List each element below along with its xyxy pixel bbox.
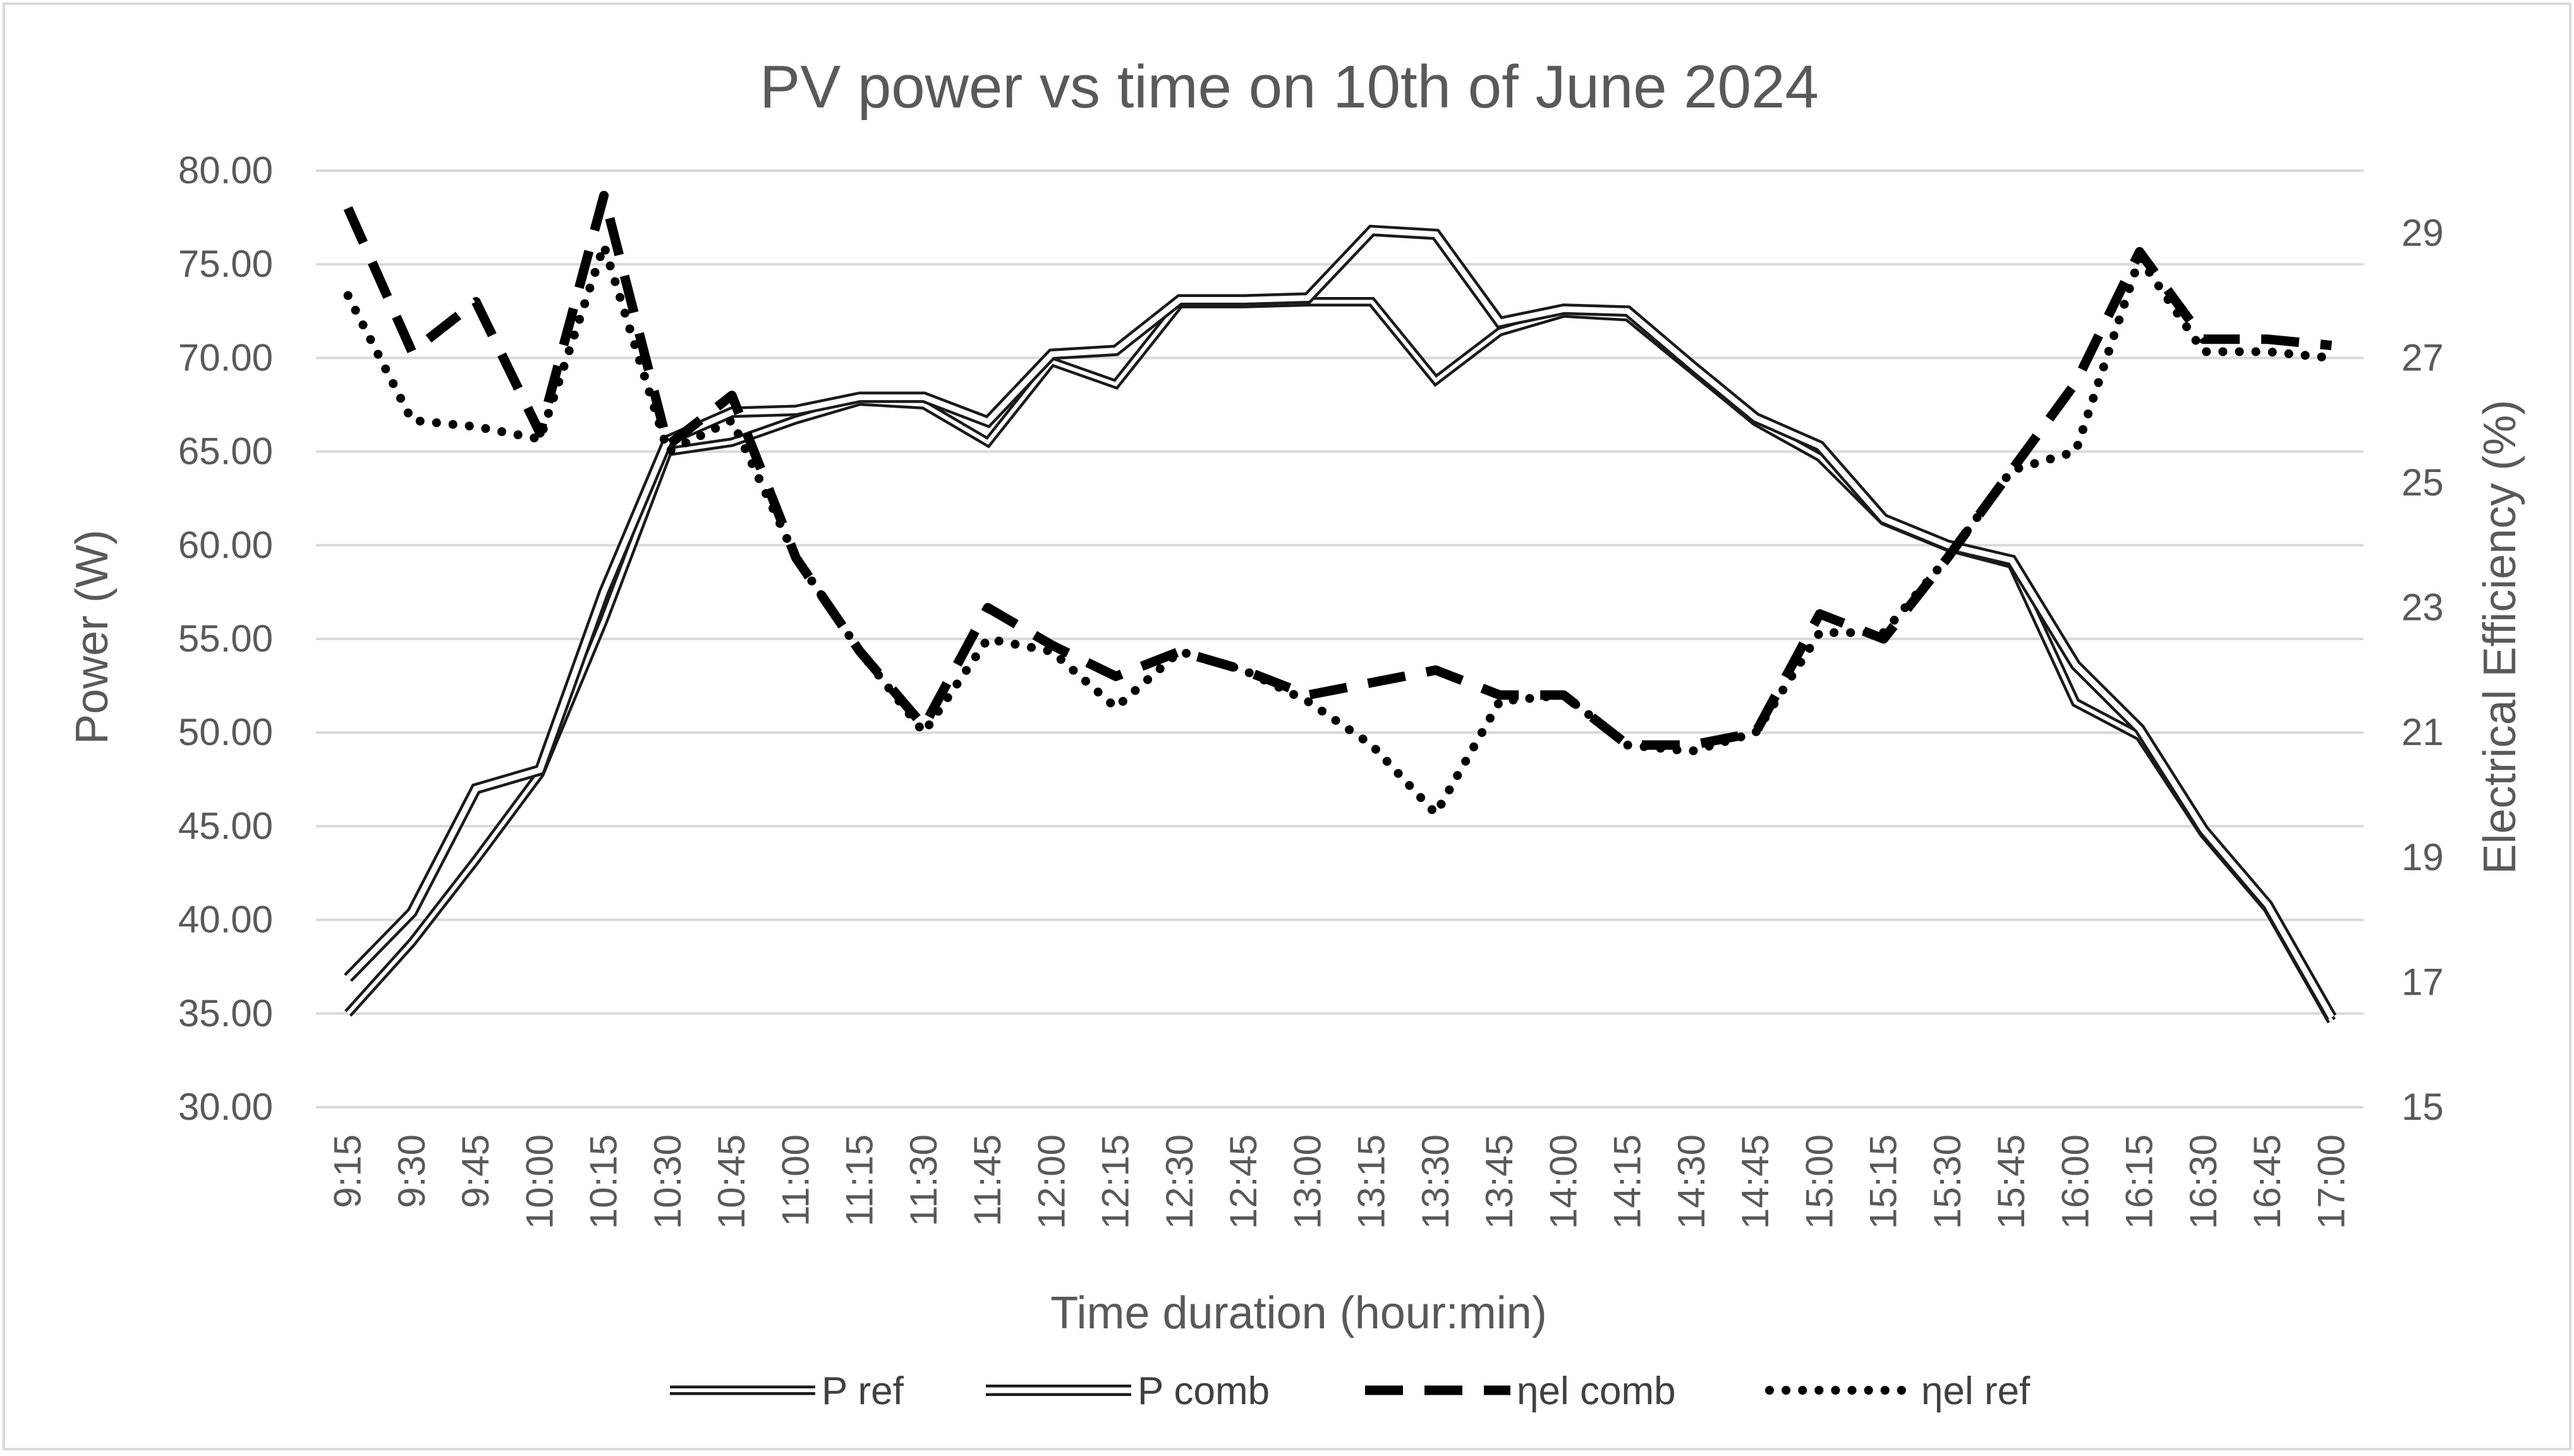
x-tick-label: 15:30: [1926, 1134, 1969, 1229]
x-tick-label: 9:45: [454, 1134, 497, 1208]
x-tick-label: 12:30: [1158, 1134, 1201, 1229]
x-tick-label: 13:30: [1414, 1134, 1457, 1229]
x-tick-label: 12:45: [1222, 1134, 1265, 1229]
chart-border: [4, 4, 2570, 1449]
x-tick-label: 10:00: [518, 1134, 561, 1229]
y2-tick-label: 27: [2401, 336, 2444, 379]
x-tick-label: 13:45: [1478, 1134, 1521, 1229]
x-tick-label: 13:15: [1351, 1134, 1393, 1229]
x-tick-label: 10:45: [710, 1134, 753, 1229]
y-tick-label: 65.00: [178, 430, 273, 473]
y-tick-label: 30.00: [178, 1086, 273, 1128]
x-tick-label: 12:15: [1095, 1134, 1137, 1229]
x-tick-label: 9:15: [327, 1134, 369, 1208]
y-tick-label: 45.00: [178, 804, 273, 847]
x-tick-label: 10:30: [647, 1134, 689, 1229]
x-tick-label: 14:00: [1542, 1134, 1584, 1229]
x-tick-label: 16:00: [2054, 1134, 2096, 1229]
y-tick-label: 75.00: [178, 243, 273, 285]
x-tick-label: 16:15: [2118, 1134, 2161, 1229]
y-tick-label: 35.00: [178, 992, 273, 1034]
x-tick-label: 13:00: [1286, 1134, 1328, 1229]
x-tick-label: 15:45: [1990, 1134, 2032, 1229]
y-tick-label: 60.00: [178, 524, 273, 566]
legend-label: P comb: [1138, 1369, 1270, 1413]
x-tick-label: 11:30: [902, 1134, 945, 1227]
x-axis-title: Time duration (hour:min): [1050, 1288, 1547, 1338]
y2-tick-label: 25: [2401, 461, 2444, 504]
y2-tick-label: 17: [2401, 961, 2444, 1003]
legend-label: ηel ref: [1921, 1369, 2031, 1413]
x-tick-label: 9:30: [391, 1134, 433, 1208]
x-tick-label: 14:30: [1670, 1134, 1713, 1229]
y-tick-label: 70.00: [178, 336, 273, 379]
legend-label: ηel comb: [1517, 1369, 1676, 1413]
x-tick-label: 14:45: [1734, 1134, 1776, 1229]
y-tick-label: 55.00: [178, 617, 273, 660]
x-tick-label: 10:15: [583, 1134, 625, 1229]
y2-tick-label: 21: [2401, 711, 2444, 753]
x-tick-label: 16:45: [2246, 1134, 2288, 1229]
y-tick-label: 50.00: [178, 711, 273, 753]
y2-tick-label: 15: [2401, 1086, 2444, 1128]
x-tick-label: 16:30: [2182, 1134, 2225, 1229]
y2-axis-title: Electrical Efficiency (%): [2475, 400, 2525, 875]
y2-tick-label: 23: [2401, 586, 2444, 629]
chart-title: PV power vs time on 10th of June 2024: [760, 53, 1819, 121]
x-tick-label: 12:00: [1030, 1134, 1072, 1229]
legend-label: P ref: [822, 1369, 904, 1413]
y-tick-label: 80.00: [178, 149, 273, 191]
x-tick-label: 17:00: [2310, 1134, 2352, 1229]
x-tick-label: 15:15: [1862, 1134, 1905, 1229]
y2-tick-label: 19: [2401, 836, 2444, 878]
x-tick-label: 11:00: [774, 1134, 817, 1227]
x-tick-label: 14:15: [1606, 1134, 1649, 1229]
y-axis-title: Power (W): [67, 530, 118, 744]
x-tick-label: 11:45: [966, 1134, 1009, 1227]
x-tick-label: 15:00: [1798, 1134, 1840, 1229]
y2-tick-label: 29: [2401, 212, 2444, 254]
x-tick-label: 11:15: [839, 1134, 881, 1227]
y-tick-label: 40.00: [178, 899, 273, 941]
